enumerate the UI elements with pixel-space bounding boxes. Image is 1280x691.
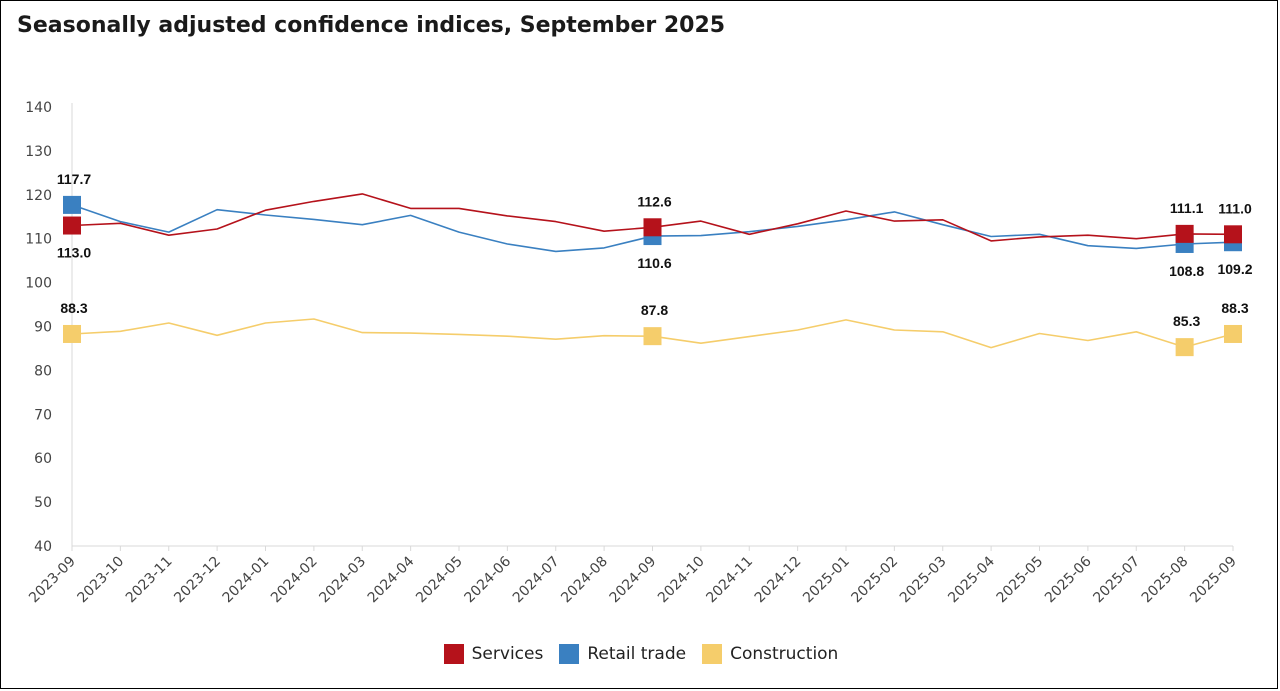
legend-label-construction: Construction — [730, 644, 839, 664]
y-tick-label: 40 — [34, 539, 52, 555]
x-tick-label: 2024-07 — [510, 554, 563, 607]
data-label: 113.0 — [57, 245, 91, 261]
marker-services-2024-09 — [643, 218, 662, 237]
data-label: 87.8 — [641, 302, 668, 318]
x-tick-label: 2025-07 — [1090, 554, 1143, 607]
x-tick-label: 2024-02 — [268, 554, 321, 607]
y-tick-label: 80 — [34, 363, 52, 379]
legend-label-services: Services — [471, 644, 544, 664]
x-tick-label: 2025-04 — [945, 553, 998, 606]
x-tick-label: 2023-10 — [75, 554, 128, 607]
x-tick-label: 2025-08 — [1139, 554, 1192, 607]
x-tick-label: 2024-12 — [752, 554, 805, 607]
x-tick-label: 2024-01 — [220, 554, 273, 607]
marker-services-2025-08 — [1175, 224, 1194, 243]
legend-label-retail-trade: Retail trade — [587, 644, 687, 664]
legend-item-services[interactable]: Services — [443, 644, 544, 664]
x-tick-label: 2024-11 — [703, 554, 756, 607]
data-label: 112.6 — [637, 193, 671, 209]
x-tick-label: 2023-11 — [123, 554, 176, 607]
data-label: 111.1 — [1170, 200, 1204, 216]
data-labels: 117.7 113.0 88.3 112.6 110.6 87.8 111.1 108.8 85… — [57, 171, 1253, 329]
data-label: 117.7 — [57, 171, 91, 187]
legend: Services Retail trade Construction — [1, 641, 1280, 667]
x-tick-label: 2025-06 — [1042, 553, 1095, 606]
marker-construction-2023-09 — [63, 324, 81, 343]
marker-construction-2025-09 — [1224, 324, 1242, 343]
x-tick-label: 2024-06 — [462, 553, 515, 606]
legend-swatch-retail-trade — [559, 644, 580, 664]
y-tick-label: 90 — [34, 320, 52, 336]
legend-item-construction[interactable]: Construction — [702, 644, 838, 664]
y-tick-label: 60 — [34, 451, 52, 467]
x-tick-label: 2025-02 — [849, 554, 902, 607]
x-tick-label: 2023-09 — [26, 554, 79, 607]
marker-construction-2024-09 — [643, 327, 662, 346]
legend-swatch-construction — [702, 644, 723, 664]
chart-title: Seasonally adjusted confidence indices, … — [17, 13, 726, 38]
data-label: 109.2 — [1217, 261, 1252, 277]
x-tick-label: 2025-03 — [897, 554, 950, 607]
x-tick-label: 2024-09 — [607, 554, 660, 607]
data-label: 88.3 — [60, 300, 87, 316]
markers — [63, 195, 1242, 357]
x-tick-label: 2024-05 — [413, 554, 466, 607]
y-tick-label: 140 — [25, 100, 52, 116]
legend-item-retail-trade[interactable]: Retail trade — [559, 644, 686, 664]
x-tick-label: 2024-04 — [365, 553, 418, 606]
x-tick-label: 2023-12 — [171, 554, 224, 607]
x-tick-label: 2025-09 — [1187, 554, 1240, 607]
x-tick-label: 2024-08 — [558, 554, 611, 607]
legend-swatch-services — [443, 644, 464, 664]
x-tick-label: 2024-03 — [316, 554, 369, 607]
axes: 1401301201101009080706050402023-092023-1… — [25, 100, 1240, 606]
data-label: 111.0 — [1218, 200, 1252, 216]
x-tick-label: 2025-05 — [994, 554, 1047, 607]
y-tick-label: 100 — [25, 276, 52, 292]
x-tick-label: 2024-10 — [655, 554, 708, 607]
marker-services-2025-09 — [1224, 225, 1242, 244]
data-label: 88.3 — [1221, 300, 1248, 316]
data-label: 108.8 — [1169, 263, 1204, 279]
data-label: 85.3 — [1173, 313, 1200, 329]
x-tick-label: 2025-01 — [800, 554, 853, 607]
marker-services-2023-09 — [63, 216, 81, 235]
y-tick-label: 110 — [25, 232, 52, 248]
data-label: 110.6 — [637, 255, 671, 271]
y-tick-label: 70 — [34, 407, 52, 423]
chart-canvas: 1401301201101009080706050402023-092023-1… — [25, 100, 1253, 606]
y-tick-label: 130 — [25, 144, 52, 160]
y-tick-label: 50 — [34, 495, 52, 511]
marker-retail-trade-2023-09 — [63, 195, 81, 214]
marker-construction-2025-08 — [1175, 338, 1194, 357]
y-tick-label: 120 — [25, 188, 52, 204]
